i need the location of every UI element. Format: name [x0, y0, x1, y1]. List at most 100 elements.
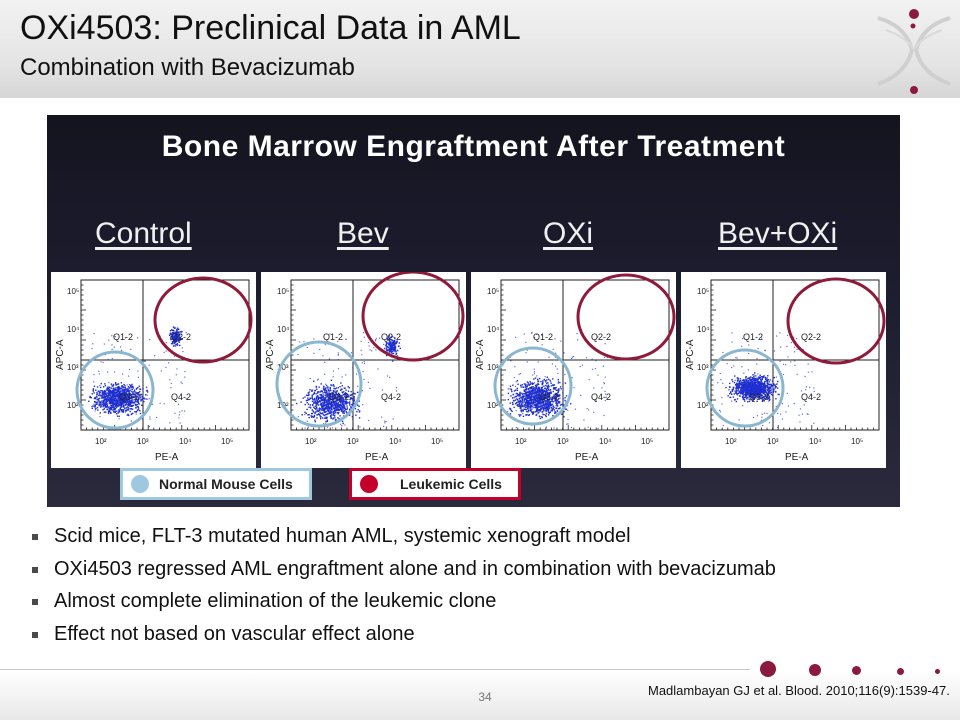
normal-cell-dot [540, 380, 542, 383]
normal-cell-dot [555, 389, 558, 391]
normal-cell-dot [319, 400, 321, 403]
leukemic-cell-dot [393, 347, 395, 349]
normal-cell-dot [753, 394, 755, 397]
scatter-dot [564, 373, 566, 376]
normal-cell-dot [733, 381, 736, 384]
scatter-dot [99, 384, 101, 387]
normal-cell-dot [738, 395, 741, 397]
normal-cell-dot [311, 395, 313, 398]
normal-cell-dot [743, 393, 746, 396]
normal-cell-dot [507, 392, 510, 395]
scatter-dot [790, 341, 792, 344]
scatter-dot [363, 362, 366, 365]
normal-cell-dot [527, 382, 529, 384]
normal-cell-dot [120, 399, 122, 402]
normal-cell-dot [106, 408, 109, 411]
normal-cell-dot [354, 408, 357, 410]
normal-cell-dot [752, 389, 754, 391]
normal-cell-dot [124, 403, 127, 406]
scatter-dot [722, 382, 724, 384]
normal-cell-dot [529, 408, 531, 410]
scatter-plot-bev-oxi: Q1-2 Q2-2 Q3-2 Q4-2 APC-A PE-A 10² 10³ 10⁴ 10⁵ 10⁵… [681, 272, 886, 468]
normal-cell-dot [112, 392, 114, 395]
normal-cell-dot [101, 403, 104, 406]
normal-cell-dot [112, 400, 115, 402]
normal-cell-dot [326, 402, 329, 404]
leukemic-cell-dot [390, 336, 393, 339]
normal-cell-dot [143, 400, 145, 403]
normal-cell-dot [113, 403, 115, 405]
normal-cell-dot [89, 395, 91, 398]
normal-cell-dot [555, 412, 557, 414]
normal-cell-dot [737, 390, 740, 392]
normal-cell-dot [335, 409, 338, 411]
normal-cell-dot [776, 387, 779, 389]
scatter-dot [149, 416, 151, 418]
scatter-dot [813, 387, 815, 389]
normal-cell-dot [327, 389, 330, 392]
normal-cell-dot [346, 412, 348, 414]
normal-cell-dot [345, 403, 347, 405]
normal-cell-dot [96, 399, 98, 401]
normal-cell-dot [356, 410, 358, 413]
normal-cell-dot [547, 385, 549, 387]
normal-cell-dot [118, 393, 121, 395]
normal-cell-dot [97, 398, 100, 400]
normal-cell-dot [559, 386, 562, 388]
bullet-square-icon [32, 534, 38, 540]
normal-cell-dot [146, 389, 148, 392]
normal-cell-dot [531, 391, 533, 393]
normal-cell-dot [762, 384, 765, 386]
scatter-dot [362, 403, 364, 406]
scatter-dot [508, 388, 510, 390]
scatter-dot [507, 388, 509, 390]
normal-cell-dot [539, 417, 542, 420]
scatter-dot [597, 336, 599, 338]
normal-cell-dot [768, 383, 771, 386]
normal-cell-dot [539, 389, 541, 391]
normal-cell-dot [347, 396, 349, 398]
normal-cell-dot [114, 400, 116, 402]
normal-cell-dot [560, 388, 562, 390]
scatter-dot [726, 363, 728, 365]
scatter-dot [574, 408, 577, 410]
scatter-dot [526, 349, 528, 351]
normal-cell-dot [345, 402, 348, 404]
normal-cell-dot [753, 387, 755, 390]
scatter-dot [130, 384, 132, 387]
normal-cell-dot [545, 412, 548, 415]
normal-cell-dot [320, 409, 323, 411]
scatter-dot [533, 336, 536, 339]
scatter-dot [805, 386, 807, 388]
normal-cell-dot [543, 378, 546, 381]
scatter-dot [585, 357, 588, 359]
scatter-dot [793, 351, 796, 353]
normal-cell-dot [324, 411, 327, 413]
normal-cell-dot [749, 390, 751, 393]
normal-cell-dot [315, 396, 318, 399]
scatter-dot [350, 352, 352, 354]
normal-cell-dot [749, 392, 751, 394]
normal-cell-dot [740, 392, 743, 394]
normal-cell-dot [537, 387, 539, 389]
normal-cell-dot [542, 406, 544, 408]
normal-cell-dot [99, 406, 102, 408]
normal-cell-dot [342, 397, 344, 399]
normal-cell-dot [761, 400, 764, 403]
normal-cell-dot [554, 396, 556, 399]
scatter-dot [111, 348, 113, 350]
normal-cell-dot [315, 398, 318, 400]
normal-cell-dot [565, 395, 568, 397]
normal-cell-dot [122, 409, 125, 412]
normal-cell-dot [563, 404, 565, 406]
leukemic-cell-dot [386, 345, 388, 348]
normal-cell-dot [114, 399, 116, 401]
normal-cell-dot [551, 396, 553, 398]
normal-cell-dot [759, 378, 762, 381]
normal-cell-dot [555, 402, 558, 404]
normal-cell-dot [744, 391, 747, 394]
scatter-dot [179, 422, 181, 424]
normal-cell-dot [555, 399, 557, 402]
normal-cell-dot [538, 411, 540, 414]
normal-cell-dot [761, 394, 764, 397]
